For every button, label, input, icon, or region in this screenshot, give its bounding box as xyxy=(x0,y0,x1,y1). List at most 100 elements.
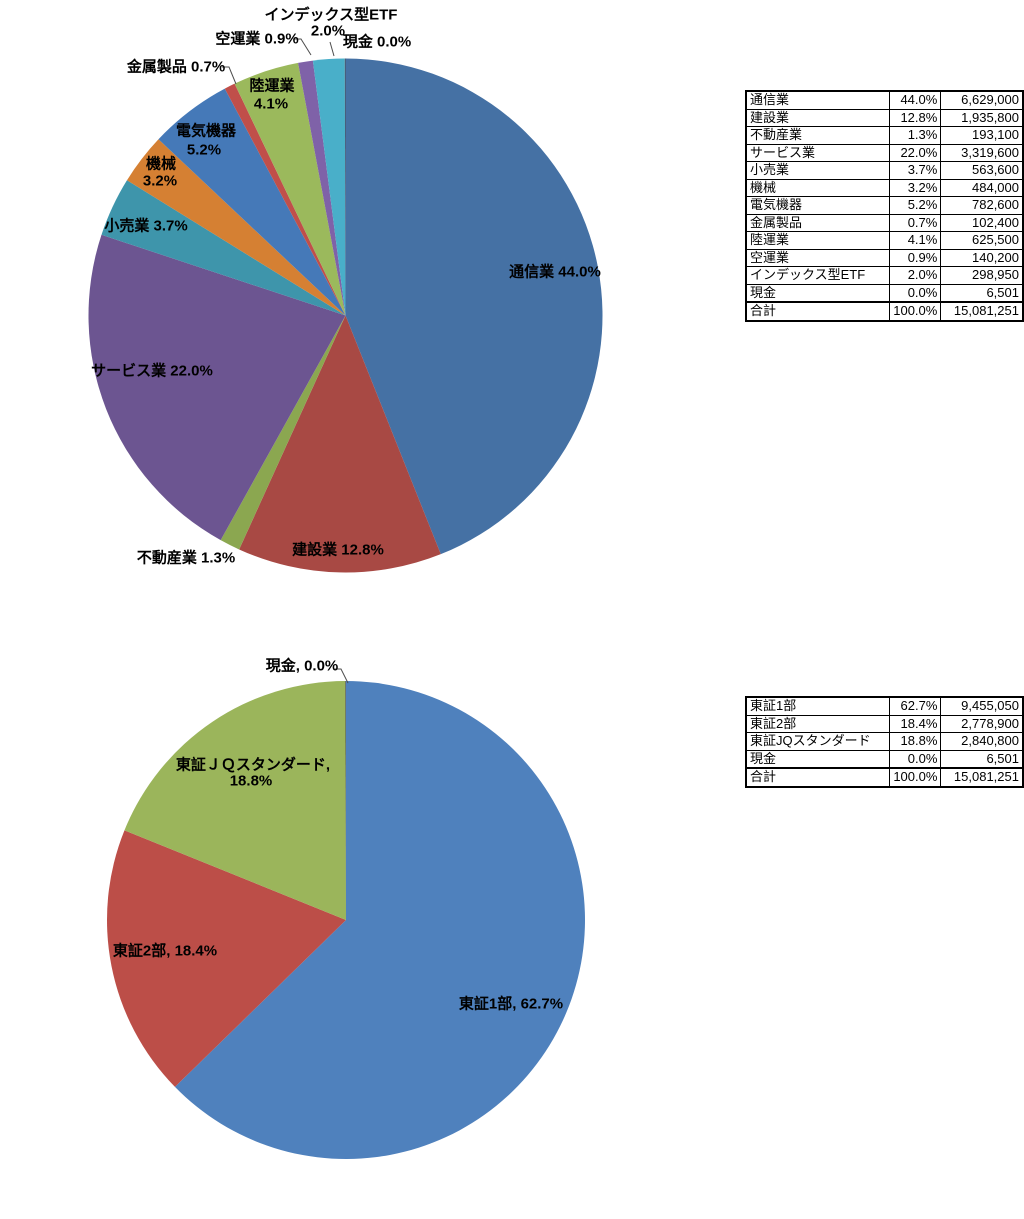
pie-data-label: 電気機器 xyxy=(176,122,237,140)
pie-data-label: 現金 0.0% xyxy=(343,33,411,51)
table-cell-pct: 5.2% xyxy=(889,196,942,215)
pie-data-label: 小売業 3.7% xyxy=(104,217,187,235)
pie-data-label: 金属製品 0.7% xyxy=(126,58,225,76)
leader-line xyxy=(294,38,312,56)
table-row: 電気機器 5.2% 782,600 xyxy=(745,196,1024,215)
table-cell-value: 6,501 xyxy=(940,749,1024,769)
table-row: 金属製品 0.7% 102,400 xyxy=(745,213,1024,232)
table-cell-pct: 0.9% xyxy=(889,248,942,267)
table-cell-value: 625,500 xyxy=(940,231,1024,250)
table-row: 通信業 44.0% 6,629,000 xyxy=(745,90,1024,110)
pie-slice-3 xyxy=(88,234,346,541)
table-cell-pct: 0.0% xyxy=(889,283,942,303)
table-cell-value: 140,200 xyxy=(940,248,1024,267)
total-row: 合計 100.0% 15,081,251 xyxy=(745,301,1024,321)
table-cell-name: 現金 xyxy=(745,283,891,303)
pie-slice-0 xyxy=(345,58,603,555)
table-row: 東証1部 62.7% 9,455,050 xyxy=(745,696,1024,716)
pie-data-label: 陸運業 xyxy=(249,77,295,95)
table-row: サービス業 22.0% 3,319,600 xyxy=(745,143,1024,162)
table-cell-name: 東証1部 xyxy=(745,696,891,716)
sector-allocation-pie-svg: 通信業 44.0% 建設業 12.8% 不動産業 1.3% サービス業 22.0% 小売… xyxy=(88,6,603,573)
table-cell-name: 機械 xyxy=(745,178,891,197)
pie-slice-8 xyxy=(234,62,346,316)
leader-line xyxy=(334,668,349,684)
table-cell-pct: 100.0% xyxy=(889,767,942,787)
pie-data-label: 3.2% xyxy=(143,173,177,190)
table-cell-value: 6,501 xyxy=(940,283,1024,303)
table-cell-pct: 100.0% xyxy=(889,301,942,321)
table-cell-value: 782,600 xyxy=(940,196,1024,215)
table-row: 小売業 3.7% 563,600 xyxy=(745,161,1024,180)
table-cell-name: 金属製品 xyxy=(745,213,891,232)
table-cell-value: 298,950 xyxy=(940,266,1024,285)
table-row: 東証JQスタンダード 18.8% 2,840,800 xyxy=(745,732,1024,751)
table-cell-pct: 22.0% xyxy=(889,143,942,162)
pie-data-label: 通信業 44.0% xyxy=(509,263,601,281)
market-pie-chart: 東証1部, 62.7% 東証2部, 18.4% 東証ＪＱスタンダード, 18.8% 現金… xyxy=(0,600,1024,1214)
table-cell-value: 1,935,800 xyxy=(940,108,1024,127)
pie-data-label: 建設業 12.8% xyxy=(292,541,384,559)
market-allocation-table: 東証1部 62.7% 9,455,050 東証2部 18.4% 2,778,900 東証JQ… xyxy=(745,696,1024,788)
pie-slice-4 xyxy=(101,180,346,316)
pie-data-label: 2.0% xyxy=(311,23,345,40)
table-row: 空運業 0.9% 140,200 xyxy=(745,248,1024,267)
pie-slice-5 xyxy=(126,139,346,316)
table-row: 機械 3.2% 484,000 xyxy=(745,178,1024,197)
table-cell-name: 現金 xyxy=(745,749,891,769)
pie-slice-11 xyxy=(344,58,346,316)
table-cell-pct: 3.7% xyxy=(889,161,942,180)
table-cell-value: 2,778,900 xyxy=(940,714,1024,733)
table-cell-pct: 2.0% xyxy=(889,266,942,285)
table-row: 現金 0.0% 6,501 xyxy=(745,283,1024,303)
pie-slice-7 xyxy=(224,83,346,316)
pie-data-label: 不動産業 1.3% xyxy=(137,549,235,567)
table-cell-name: 小売業 xyxy=(745,161,891,180)
pie-slice-3 xyxy=(345,681,346,920)
total-row: 合計 100.0% 15,081,251 xyxy=(745,767,1024,787)
table-cell-name: 空運業 xyxy=(745,248,891,267)
table-cell-name: 不動産業 xyxy=(745,126,891,145)
table-cell-pct: 0.7% xyxy=(889,213,942,232)
table-cell-value: 563,600 xyxy=(940,161,1024,180)
pie-slice-9 xyxy=(298,60,346,316)
pie-slice-1 xyxy=(107,830,346,1087)
pie-data-label: 東証2部, 18.4% xyxy=(113,942,217,960)
table-cell-name: 建設業 xyxy=(745,108,891,127)
table-row: インデックス型ETF 2.0% 298,950 xyxy=(745,266,1024,285)
table-cell-value: 6,629,000 xyxy=(940,90,1024,110)
leader-line xyxy=(329,41,335,57)
table-cell-pct: 0.0% xyxy=(889,749,942,769)
pie-data-label: 機械 xyxy=(146,155,176,173)
table-cell-pct: 18.8% xyxy=(889,732,942,751)
pie-data-label: 現金, 0.0% xyxy=(266,657,339,675)
pie-slice-6 xyxy=(158,88,346,316)
pie-data-label: 空運業 0.9% xyxy=(215,30,298,48)
table-cell-pct: 1.3% xyxy=(889,126,942,145)
sector-allocation-table: 通信業 44.0% 6,629,000 建設業 12.8% 1,935,800 不動産業 1.… xyxy=(745,90,1024,322)
table-row: 不動産業 1.3% 193,100 xyxy=(745,126,1024,145)
table-cell-pct: 3.2% xyxy=(889,178,942,197)
pie-slice-0 xyxy=(174,681,585,1159)
table-cell-pct: 44.0% xyxy=(889,90,942,110)
pie-data-label: 東証1部, 62.7% xyxy=(459,995,563,1013)
pie-data-label: 東証ＪＱスタンダード, xyxy=(176,756,330,774)
leader-line xyxy=(222,66,237,85)
pie-data-label: 4.1% xyxy=(254,96,288,113)
table-cell-pct: 18.4% xyxy=(889,714,942,733)
table-row: 現金 0.0% 6,501 xyxy=(745,749,1024,769)
pie-slice-1 xyxy=(239,315,441,573)
pie-slice-2 xyxy=(220,315,346,550)
table-cell-name: 東証2部 xyxy=(745,714,891,733)
pie-data-label: 18.8% xyxy=(230,773,273,790)
table-cell-name: 電気機器 xyxy=(745,196,891,215)
table-cell-pct: 12.8% xyxy=(889,108,942,127)
market-allocation-pie-svg: 東証1部, 62.7% 東証2部, 18.4% 東証ＪＱスタンダード,18.8% 現金… xyxy=(107,657,585,1159)
table-cell-value: 15,081,251 xyxy=(940,301,1024,321)
pie-slice-10 xyxy=(312,58,346,316)
table-row: 建設業 12.8% 1,935,800 xyxy=(745,108,1024,127)
table-cell-name: 合計 xyxy=(745,767,891,787)
pie-data-label: サービス業 22.0% xyxy=(91,362,213,380)
table-cell-name: 陸運業 xyxy=(745,231,891,250)
